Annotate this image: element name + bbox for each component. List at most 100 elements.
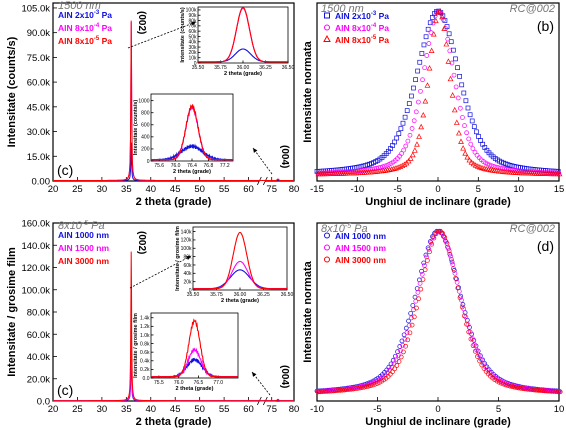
inset-y-tick-label: 0.6k [140,350,150,356]
data-point-red [426,65,433,71]
data-point-blue [396,131,402,136]
data-point-red [435,9,441,15]
legend-marker [324,12,330,19]
x-tick-label: 10 [513,184,524,195]
data-point-red [549,388,554,394]
data-point-red [462,313,467,319]
inset-y-tick-label: 0 [189,288,192,294]
panel-b-rocking-curve-pressure: -15 -10 -5 0 5 10 15 Unghiul de inclinare (grad… [302,2,564,208]
data-point-blue [408,311,414,316]
legend-entry-exponent: -4 [94,23,100,29]
inset-y-tick-label: 1.4k [140,316,150,322]
data-point-red [451,106,458,113]
data-point-red [407,330,413,336]
x-tick-label: 25 [72,404,83,415]
inset-x-tick-label: 77.0 [213,380,223,386]
data-point-red [318,389,323,395]
inset-y-tick-label: 40k [188,40,197,46]
data-point-red [391,165,397,172]
data-point-blue [409,93,414,99]
inset-x-tick-label: 36.00 [237,65,250,71]
data-point-red [449,92,456,98]
inset-y-tick-label: 80k [183,254,192,260]
data-point-red [470,160,477,167]
legend-marker [323,34,331,42]
data-point-red [390,369,395,375]
inset-frame [150,312,239,379]
inset-x-tick-label: 36.50 [282,65,295,71]
data-point-magenta [424,254,429,260]
data-point-blue [410,303,416,308]
corner-label: RC@002 [510,223,555,235]
data-point-red [361,384,367,390]
inset-y-tick-label: 120k [181,238,192,244]
condition-note-base: 8x10 [321,223,346,235]
inset-y-tick-label: 0.0 [143,376,150,382]
legend-entry-name: AlN 8x10 [58,23,94,33]
data-point-red [460,145,466,151]
inset-y-tick-label: 80k [188,18,197,24]
inset-series-red [151,318,238,378]
data-point-red [518,385,524,391]
legend-entry-unit: Pa [376,23,389,33]
data-point-red [466,157,473,163]
data-point-red [475,354,480,359]
data-point-blue [403,325,409,331]
data-point-red [326,388,332,394]
data-point-blue [460,302,466,307]
data-point-red [470,343,476,348]
data-point-magenta [382,163,388,169]
data-point-blue [454,276,459,282]
x-tick-label: 80 [289,404,300,415]
legend-entry-exponent: -5 [371,35,377,41]
legend-entry-name: AlN 3000 nm [335,255,386,265]
y-tick-label: 0.0 [37,397,50,408]
data-point-red [422,267,428,273]
inset-y-axis-label: Intensitate (counts/s) [133,100,139,155]
data-point-magenta [424,53,430,58]
data-point-red [443,41,450,47]
data-point-red [320,389,326,394]
data-point-magenta [478,357,484,362]
data-point-red [411,314,417,320]
panel-label: (d) [537,238,554,254]
data-point-blue [443,238,448,244]
y-tick-label: 60.0k [27,78,50,89]
inset-y-axis-label: Intensitate / grosime film [175,226,181,291]
data-point-magenta [448,253,453,259]
data-point-blue [386,364,392,370]
data-point-red [536,388,541,393]
x-tick-label: -5 [373,404,381,415]
x-tick-label: 20 [48,184,59,195]
inset-y-tick-label: 0.4k [140,359,150,365]
y-tick-label: 100.0k [21,285,50,296]
data-point-red [342,387,347,393]
legend-entry-name: AlN 1000 nm [58,230,109,240]
data-point-red [416,133,422,139]
data-point-magenta [467,329,473,335]
data-point-red [344,387,350,393]
x-tick-label: 35 [121,184,132,195]
y-tick-label: 140.0k [21,241,50,252]
data-point-blue [471,124,477,129]
panel-label: (c) [57,382,73,398]
legend-entry: AlN 8x10-4 Pa [58,23,112,33]
data-point-red [523,386,528,392]
data-point-magenta [415,290,421,295]
inset-y-tick-label: 10k [188,55,197,61]
inset-y-tick-label: 40k [183,271,192,277]
data-point-blue [449,259,455,265]
data-point-red [366,383,371,389]
peak-label-004: (004) [279,145,290,168]
legend-entry: AlN 3000 nm [58,256,109,266]
zoom-arrow-head [252,372,257,377]
legend-entry-name: AlN 3000 nm [58,256,109,266]
inset-y-axis-label: Intensitate (counts/s) [180,7,186,62]
data-point-red [420,111,427,118]
data-point-red [340,387,345,393]
data-point-blue [415,68,421,74]
data-point-red [557,389,563,395]
data-point-magenta [432,13,438,19]
data-point-red [355,386,361,391]
legend-entry-name: AlN 1000 nm [335,231,386,241]
